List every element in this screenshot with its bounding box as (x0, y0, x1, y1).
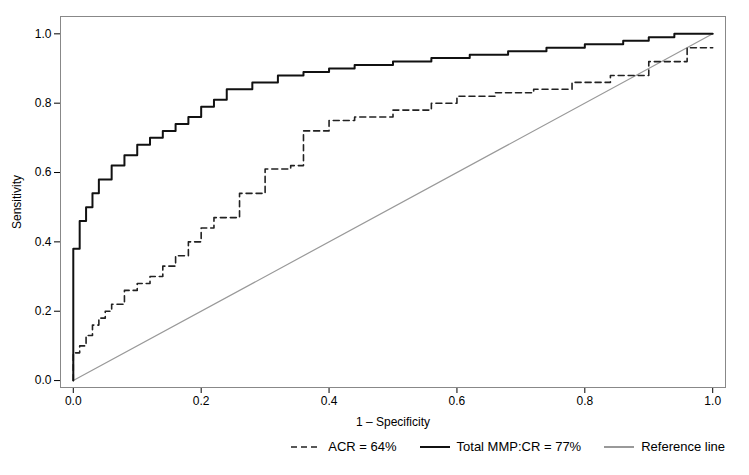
html-text:Total MMP:CR = 77%: Total MMP:CR = 77% (456, 439, 582, 454)
svg-text:0.6: 0.6 (449, 394, 466, 408)
svg-text:1.0: 1.0 (35, 27, 52, 41)
svg-text:0.0: 0.0 (35, 373, 52, 387)
svg-text:0.6: 0.6 (35, 165, 52, 179)
svg-text:0.4: 0.4 (35, 235, 52, 249)
svg-text:0.0: 0.0 (65, 394, 82, 408)
svg-text:1 – Specificity: 1 – Specificity (356, 415, 430, 429)
html-text:ACR = 64%: ACR = 64% (328, 439, 397, 454)
svg-text:0.8: 0.8 (576, 394, 593, 408)
svg-text:Sensitivity: Sensitivity (10, 175, 24, 229)
svg-text:0.2: 0.2 (193, 394, 210, 408)
svg-text:0.8: 0.8 (35, 96, 52, 110)
svg-text:1.0: 1.0 (704, 394, 721, 408)
svg-text:0.2: 0.2 (35, 304, 52, 318)
html-text:Reference line: Reference line (641, 439, 725, 454)
svg-text:0.4: 0.4 (321, 394, 338, 408)
